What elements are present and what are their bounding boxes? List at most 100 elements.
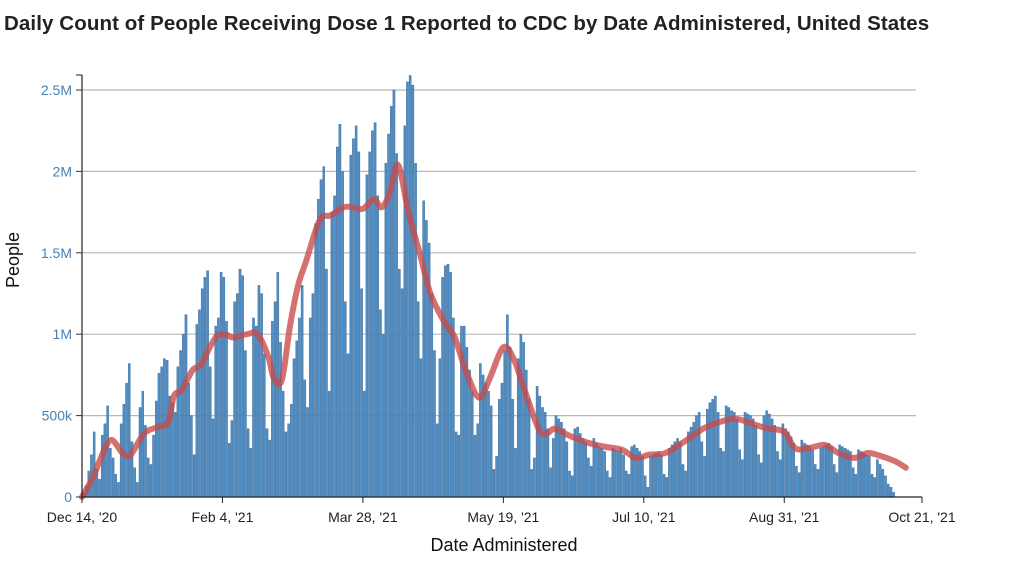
bar [376, 195, 380, 498]
bar [125, 382, 128, 498]
bar [160, 366, 163, 498]
bar [430, 293, 434, 498]
bar [511, 399, 515, 498]
bar [400, 288, 404, 498]
bar [624, 470, 628, 498]
bar [271, 321, 274, 498]
bar [476, 423, 479, 498]
bar [503, 350, 506, 498]
bar [471, 391, 474, 498]
bar [479, 363, 482, 498]
bar [198, 309, 201, 498]
seven-day-average-line [79, 161, 909, 500]
bar [597, 446, 601, 498]
bar [741, 459, 744, 498]
bar [735, 418, 739, 498]
bar [622, 454, 625, 498]
bar [587, 457, 590, 498]
bar [298, 317, 301, 498]
bar [206, 270, 209, 498]
bar [379, 309, 382, 498]
bar [808, 446, 812, 498]
bar [827, 443, 831, 498]
bar [381, 334, 385, 498]
bar [249, 448, 253, 498]
bar [487, 391, 490, 498]
bar [862, 452, 866, 498]
bar [279, 342, 282, 498]
bar [111, 457, 115, 498]
bar [319, 179, 323, 498]
bar [797, 472, 801, 498]
bar [641, 456, 644, 498]
bar [568, 470, 571, 498]
bar [284, 431, 288, 498]
bar [311, 293, 315, 498]
bar [203, 277, 207, 498]
bar [395, 153, 398, 498]
bar [290, 404, 293, 498]
bar [749, 415, 752, 498]
bar [252, 317, 255, 498]
bar [816, 469, 820, 498]
bar [668, 448, 671, 498]
bar [214, 325, 217, 498]
bar [389, 106, 393, 498]
bar [225, 321, 228, 498]
bar [411, 84, 415, 498]
bar [190, 415, 193, 498]
bar [452, 317, 455, 498]
bar [133, 467, 136, 498]
bar [333, 195, 336, 498]
bar [722, 451, 725, 498]
bar [514, 448, 517, 498]
bar [603, 451, 606, 498]
y-axis-ticks: 0 500k 1M 1.5M 2M 2.5M [41, 82, 82, 505]
bar [492, 469, 496, 498]
bar [495, 456, 498, 498]
bar [222, 277, 226, 498]
bar [697, 412, 701, 498]
bar [606, 470, 609, 498]
bar [360, 288, 363, 498]
bar [570, 475, 574, 498]
bar [433, 350, 436, 498]
bar [265, 428, 269, 498]
chart-title: Daily Count of People Receiving Dose 1 R… [4, 12, 930, 35]
bar [300, 285, 304, 498]
bar [778, 459, 782, 498]
bar [519, 334, 523, 498]
bar [884, 475, 887, 498]
bar [392, 89, 396, 498]
bar [538, 395, 542, 498]
bar [422, 200, 425, 498]
bar [338, 124, 342, 498]
bar [114, 474, 118, 498]
bar [805, 444, 809, 498]
bar [182, 334, 185, 498]
bar [146, 457, 150, 498]
bar [873, 477, 876, 498]
bar [462, 325, 466, 498]
bar [406, 81, 409, 498]
bar [706, 408, 709, 498]
bar [541, 407, 544, 498]
bar [703, 456, 706, 498]
bar [365, 174, 369, 498]
bar [760, 462, 763, 498]
bar [341, 171, 344, 498]
bar [103, 423, 107, 498]
y-tick-label: 1M [53, 326, 72, 342]
bar [473, 434, 477, 498]
bar [417, 301, 420, 498]
bar [649, 456, 652, 498]
bar [236, 293, 239, 498]
bar [854, 474, 858, 498]
bar [549, 467, 552, 498]
x-tick-label: Jul 10, '21 [612, 509, 676, 525]
bar [354, 125, 358, 498]
bar [814, 464, 817, 498]
bar [746, 413, 750, 498]
bar [681, 464, 685, 498]
bar [408, 75, 412, 498]
